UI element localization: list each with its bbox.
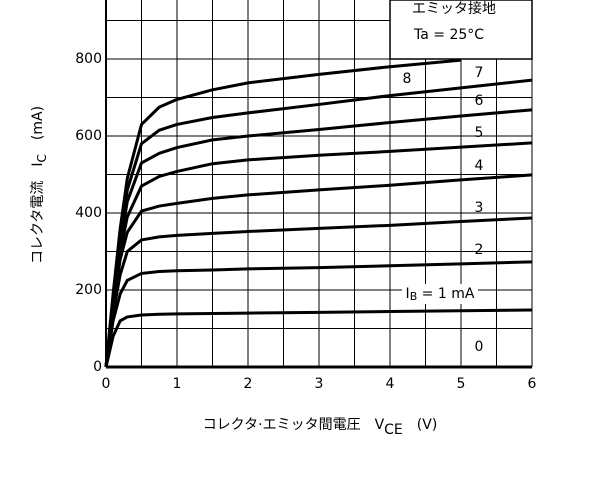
title-sub: C — [35, 154, 49, 162]
y-axis-title: コレクタ電流 IC (mA) — [30, 106, 49, 264]
x-tick-label: 1 — [173, 376, 182, 392]
series-label: 8 — [403, 71, 412, 87]
label-part: 0 — [475, 339, 484, 355]
label-part: 8 — [403, 71, 412, 87]
label-part: 3 — [475, 200, 484, 216]
y-tick-label: 800 — [75, 51, 102, 67]
x-tick-label: 3 — [315, 376, 324, 392]
curve — [104, 216, 533, 368]
label-bg — [402, 284, 478, 304]
series-label: 6 — [475, 93, 484, 109]
series-label: 0 — [475, 339, 484, 355]
series-label: 5 — [475, 125, 484, 141]
curve — [104, 260, 533, 368]
curve — [104, 58, 462, 368]
series-label: 7 — [475, 65, 484, 81]
series-label: IB = 1 mA — [406, 286, 475, 303]
label-part: 6 — [475, 93, 484, 109]
x-tick-label: 2 — [244, 376, 253, 392]
y-tick-label: 0 — [93, 359, 102, 375]
title-part: コレクタ·エミッタ間電圧 V — [203, 417, 385, 433]
curve — [104, 308, 533, 368]
x-tick-label: 0 — [102, 376, 111, 392]
label-part: 4 — [475, 158, 484, 174]
label-part: 1 mA — [438, 286, 475, 302]
label-part: I — [406, 286, 410, 302]
label-part: = — [417, 286, 438, 302]
condition-text: Ta = 25°C — [413, 27, 484, 43]
condition-text: エミッタ接地 — [412, 0, 496, 17]
title-sub: CE — [384, 422, 403, 438]
series-label: 2 — [475, 242, 484, 258]
label-part: 5 — [475, 125, 484, 141]
x-tick-label: 4 — [386, 376, 395, 392]
x-tick-label: 6 — [528, 376, 537, 392]
label-part: 2 — [475, 242, 484, 258]
x-axis-title: コレクタ·エミッタ間電圧 VCE (V) — [203, 417, 438, 438]
y-tick-label: 200 — [75, 282, 102, 298]
condition-box — [389, 0, 533, 60]
label-sub: B — [410, 290, 418, 303]
label-part: 7 — [475, 65, 484, 81]
title-part: コレクタ電流 I — [30, 162, 46, 264]
series-label: 4 — [475, 158, 484, 174]
y-tick-label: 600 — [75, 128, 102, 144]
y-tick-label: 400 — [75, 205, 102, 221]
series-label: 3 — [475, 200, 484, 216]
title-part: (mA) — [30, 106, 46, 154]
x-tick-label: 5 — [457, 376, 466, 392]
title-part: (V) — [403, 417, 438, 433]
